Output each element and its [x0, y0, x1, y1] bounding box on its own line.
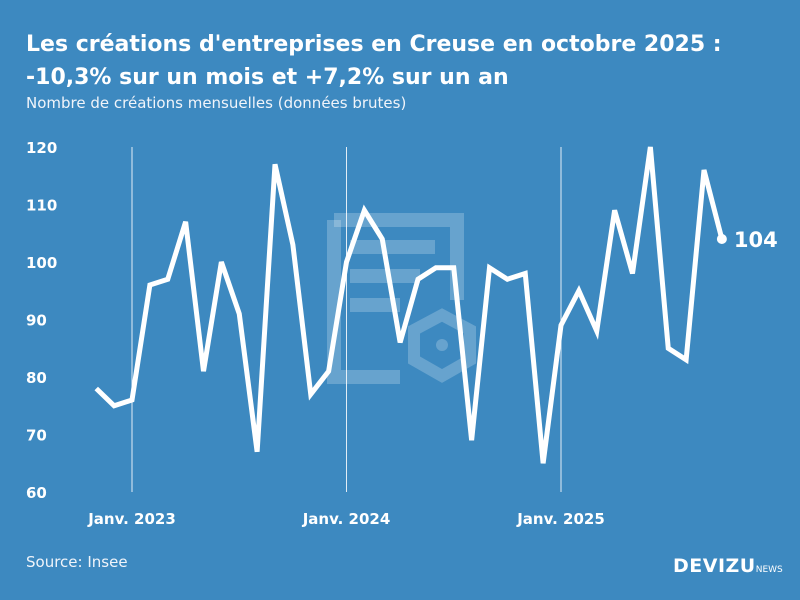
last-value-label: 104: [734, 228, 778, 252]
y-tick-label: 60: [26, 484, 47, 502]
x-tick-label: Janv. 2024: [302, 510, 391, 528]
chart-title: Les créations d'entreprises en Creuse en…: [26, 28, 786, 94]
brand-name: DEVIZU: [673, 555, 756, 577]
title-line-2: -10,3% sur un mois et +7,2% sur un an: [26, 65, 509, 90]
source-note: Source: Insee: [26, 553, 128, 571]
x-tick-label: Janv. 2025: [516, 510, 605, 528]
title-line-1: Les créations d'entreprises en Creuse en…: [26, 32, 722, 57]
chart-subtitle: Nombre de créations mensuelles (données …: [26, 94, 407, 112]
x-tick-label: Janv. 2023: [87, 510, 176, 528]
y-tick-label: 80: [26, 369, 47, 387]
y-tick-label: 90: [26, 312, 47, 330]
series-line: [94, 146, 725, 464]
y-tick-label: 110: [26, 197, 57, 215]
brand-suffix: NEWS: [755, 565, 783, 575]
last-point-marker: [716, 234, 727, 244]
y-tick-label: 120: [26, 139, 57, 157]
brand-logo: DEVIZUNEWS: [673, 555, 783, 577]
y-tick-label: 70: [26, 427, 47, 445]
y-tick-label: 100: [26, 254, 57, 272]
